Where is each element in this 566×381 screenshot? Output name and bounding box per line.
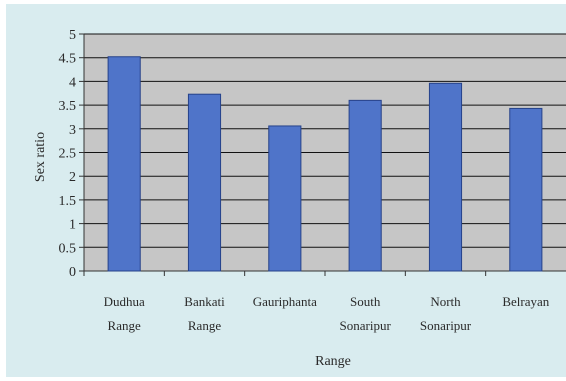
bar [187, 93, 222, 272]
bar [268, 125, 302, 272]
y-tick-label: 4 [69, 75, 76, 90]
y-tick-label: 0 [69, 265, 76, 280]
x-category-label: Belrayan [502, 294, 549, 309]
y-tick-label: 2.5 [59, 147, 77, 162]
y-tick-label: 3.5 [59, 99, 77, 114]
x-category-label: South Sonaripur [340, 294, 392, 333]
bar-chart: 0 0.5 1 1.5 2 2.5 3 3.5 4 4.5 5 Dudhua Range Bankati… [33, 28, 566, 369]
bar [348, 99, 382, 272]
y-tick-label: 1.5 [59, 194, 77, 209]
x-category-label: Gauriphanta [253, 294, 317, 309]
y-tick-label: 4.5 [59, 52, 77, 67]
y-tick-label: 0.5 [59, 241, 77, 256]
y-tick-label: 3 [69, 123, 76, 138]
y-tick-label: 1 [69, 218, 76, 233]
y-tick-label: 2 [69, 170, 76, 185]
bar [509, 107, 543, 272]
bar [428, 82, 463, 272]
bar [107, 56, 141, 272]
x-category-label: North Sonaripur [420, 294, 472, 333]
x-axis-title: Range [315, 354, 351, 369]
x-category-label: Dudhua Range [104, 294, 145, 333]
y-tick-label: 5 [69, 28, 76, 43]
x-category-label: Bankati Range [184, 294, 225, 333]
y-axis-title: Sex ratio [33, 132, 48, 182]
